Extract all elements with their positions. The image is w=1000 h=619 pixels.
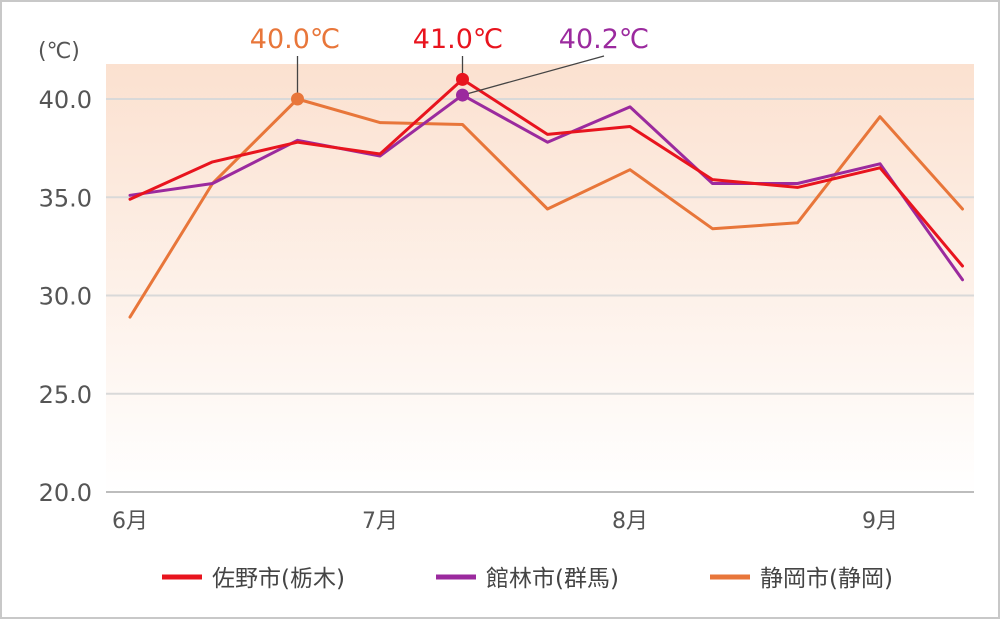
y-tick-label: 30.0 — [39, 283, 92, 311]
gridlines — [106, 98, 974, 493]
x-tick-label: 6月 — [112, 509, 148, 534]
peak-marker — [456, 88, 469, 102]
peak-annotations: 40.0℃ 41.0℃ 40.2℃ — [250, 24, 649, 106]
y-tick-label: 20.0 — [39, 479, 92, 507]
series-line — [128, 93, 964, 282]
peak-annotation-label: 40.2℃ — [559, 24, 649, 55]
series-line — [128, 77, 964, 268]
peak-marker — [291, 92, 304, 106]
plot-background — [106, 64, 974, 494]
legend-label: 館林市(群馬) — [486, 566, 619, 592]
legend-label: 佐野市(栃木) — [212, 566, 345, 592]
y-axis-ticks: 20.0 25.0 30.0 35.0 40.0 — [39, 86, 92, 507]
series-line — [128, 97, 964, 319]
peak-annotation-label: 41.0℃ — [413, 24, 503, 55]
y-tick-label: 25.0 — [39, 381, 92, 409]
x-tick-label: 8月 — [612, 509, 648, 534]
x-tick-label: 9月 — [862, 509, 898, 534]
y-tick-label: 40.0 — [39, 86, 92, 114]
annotation-leader-line — [462, 55, 605, 96]
x-axis-ticks: 6月 7月 8月 9月 — [112, 509, 898, 534]
legend-label: 静岡市(静岡) — [760, 566, 893, 592]
y-tick-label: 35.0 — [39, 184, 92, 212]
peak-marker — [456, 72, 469, 86]
legend: 佐野市(栃木) 館林市(群馬) 静岡市(静岡) — [162, 566, 893, 592]
peak-annotation-label: 40.0℃ — [250, 24, 340, 55]
series-lines — [128, 77, 964, 319]
y-axis-unit: (℃) — [38, 39, 80, 64]
x-tick-label: 7月 — [362, 509, 398, 534]
